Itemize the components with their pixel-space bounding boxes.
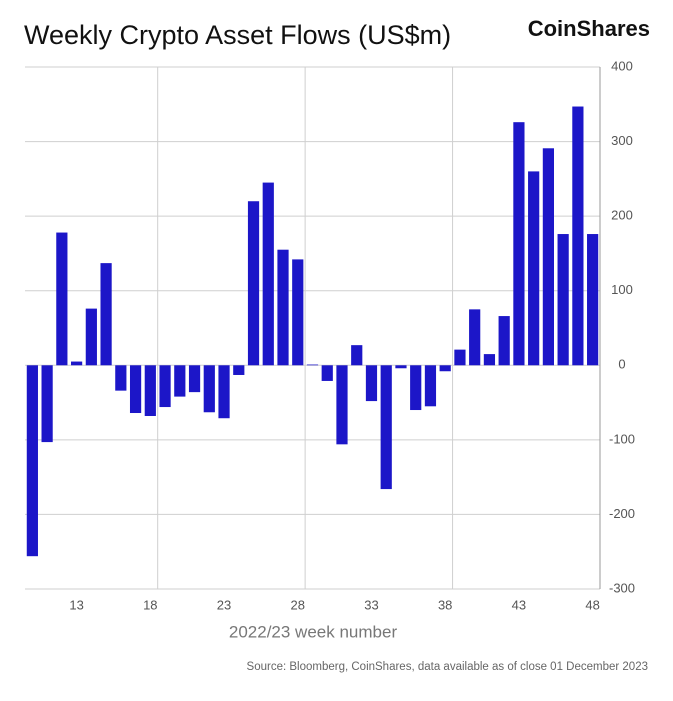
bar: [262, 182, 274, 366]
bar: [100, 263, 112, 366]
bar: [454, 349, 466, 366]
bar: [174, 365, 186, 397]
bar: [528, 171, 540, 366]
y-tick-label: -100: [609, 431, 635, 446]
y-tick-label: 200: [611, 208, 633, 223]
bar: [188, 365, 201, 393]
x-axis-title: 2022/23 week number: [229, 622, 398, 641]
y-tick-label: -300: [609, 580, 635, 595]
bar: [56, 232, 68, 366]
y-tick-label: 100: [611, 282, 633, 297]
x-tick-label: 33: [364, 597, 378, 612]
bar: [351, 345, 363, 366]
bar: [336, 365, 348, 445]
x-tick-label: 13: [69, 597, 83, 612]
y-tick-label: 300: [611, 133, 633, 148]
bar: [587, 234, 599, 366]
bar: [483, 354, 496, 366]
x-tick-label: 43: [512, 597, 526, 612]
bar: [115, 365, 127, 391]
bar: [292, 259, 304, 366]
x-tick-label: 38: [438, 597, 452, 612]
bar: [233, 365, 245, 375]
x-tick-label: 48: [585, 597, 599, 612]
bar: [85, 308, 97, 366]
y-tick-label: 0: [618, 357, 625, 372]
bar: [129, 365, 142, 414]
bar: [513, 122, 525, 366]
bar: [306, 364, 319, 366]
bar: [144, 365, 156, 416]
bar: [439, 365, 451, 372]
bar: [365, 365, 378, 402]
bar: [218, 365, 230, 419]
y-tick-label: 400: [611, 58, 633, 73]
bar: [572, 106, 584, 366]
bar: [277, 249, 289, 366]
bar: [395, 365, 407, 369]
bar: [26, 365, 38, 557]
bar: [41, 365, 53, 443]
bar: [203, 365, 215, 413]
bar: [557, 234, 569, 366]
bar: [71, 361, 83, 366]
x-tick-label: 28: [291, 597, 305, 612]
bar: [424, 365, 437, 407]
bar: [498, 316, 510, 366]
bar: [469, 309, 481, 366]
bar: [380, 365, 392, 490]
bar: [321, 365, 333, 381]
chart-title: Weekly Crypto Asset Flows (US$m): [24, 20, 451, 50]
bar: [159, 365, 171, 408]
bar: [247, 201, 260, 366]
brand-logo: CoinShares: [528, 16, 650, 41]
bar: [542, 148, 554, 366]
x-tick-label: 18: [143, 597, 157, 612]
y-tick-label: -200: [609, 506, 635, 521]
x-tick-label: 23: [217, 597, 231, 612]
source-note: Source: Bloomberg, CoinShares, data avai…: [247, 661, 648, 673]
bar: [410, 365, 422, 411]
